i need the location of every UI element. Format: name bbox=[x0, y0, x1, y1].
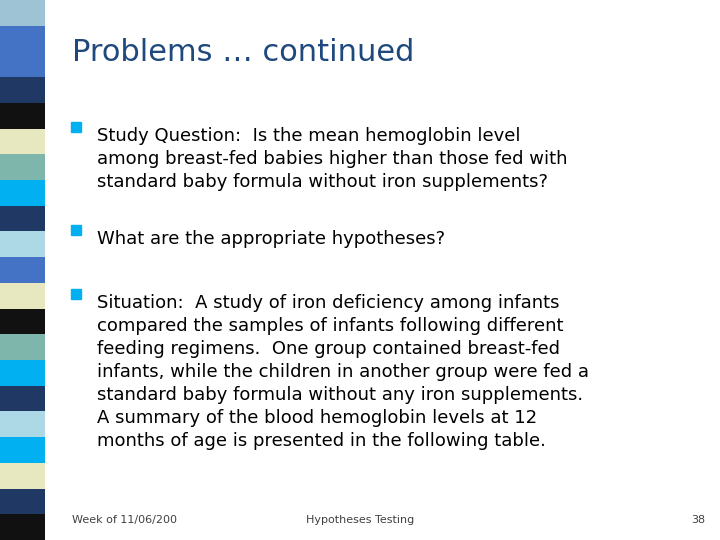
Bar bbox=[0, 489, 45, 514]
Bar bbox=[0, 386, 45, 411]
Bar bbox=[0, 232, 45, 257]
Text: Study Question:  Is the mean hemoglobin level
among breast-fed babies higher tha: Study Question: Is the mean hemoglobin l… bbox=[97, 127, 567, 191]
Bar bbox=[0, 360, 45, 386]
Bar bbox=[0, 26, 45, 51]
Text: Situation:  A study of iron deficiency among infants
compared the samples of inf: Situation: A study of iron deficiency am… bbox=[97, 294, 589, 450]
Bar bbox=[0, 257, 45, 283]
Text: 38: 38 bbox=[691, 515, 706, 525]
Bar bbox=[0, 206, 45, 232]
Bar bbox=[0, 103, 45, 129]
Bar bbox=[0, 129, 45, 154]
Text: What are the appropriate hypotheses?: What are the appropriate hypotheses? bbox=[97, 230, 446, 247]
Bar bbox=[0, 463, 45, 489]
Bar bbox=[0, 51, 45, 77]
Bar bbox=[0, 514, 45, 540]
Bar bbox=[0, 283, 45, 308]
Bar bbox=[0, 77, 45, 103]
Text: Hypotheses Testing: Hypotheses Testing bbox=[306, 515, 414, 525]
Bar bbox=[0, 334, 45, 360]
Bar bbox=[0, 154, 45, 180]
Bar bbox=[0, 180, 45, 206]
Bar bbox=[0, 411, 45, 437]
Bar bbox=[0, 308, 45, 334]
Bar bbox=[0, 0, 45, 26]
Text: Week of 11/06/200: Week of 11/06/200 bbox=[72, 515, 177, 525]
Text: Problems … continued: Problems … continued bbox=[72, 38, 415, 67]
Bar bbox=[0, 437, 45, 463]
